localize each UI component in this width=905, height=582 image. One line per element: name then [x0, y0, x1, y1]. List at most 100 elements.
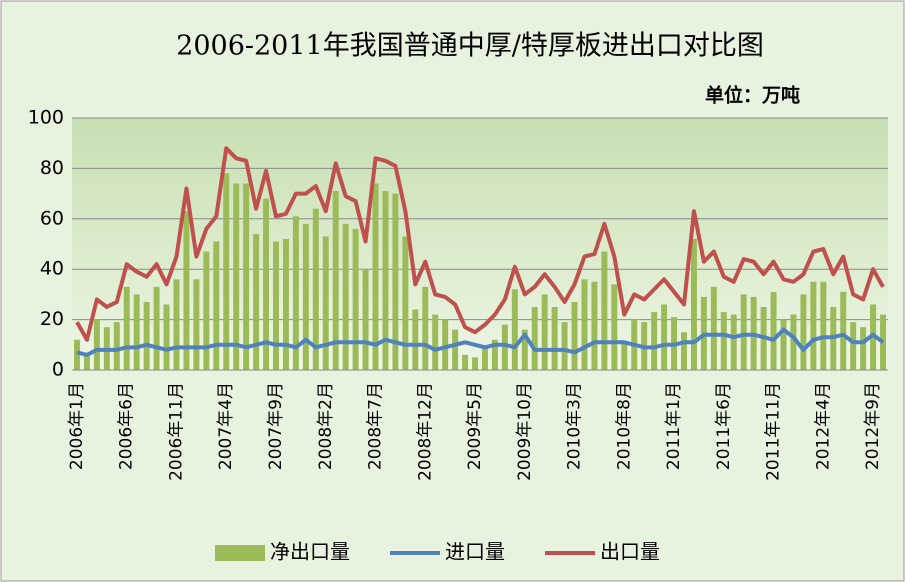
x-tick-label: 2008年12月 — [415, 382, 435, 481]
x-tick-label: 2012年4月 — [813, 382, 833, 470]
bar — [432, 314, 439, 370]
bar — [800, 294, 807, 370]
bar — [223, 173, 230, 370]
x-tick-label: 2010年8月 — [614, 382, 634, 470]
bar — [332, 191, 339, 370]
unit-annotation: 单位：万吨 — [705, 84, 800, 107]
x-tick-label: 2008年7月 — [366, 382, 386, 470]
bar — [123, 286, 130, 370]
bar — [302, 223, 309, 370]
x-tick-label: 2007年4月 — [216, 382, 236, 470]
bar — [292, 216, 299, 370]
bar — [860, 327, 867, 370]
bar — [681, 332, 687, 370]
bar — [601, 251, 608, 370]
x-tick-label: 2011年1月 — [664, 382, 684, 470]
bar — [690, 238, 697, 370]
bar — [551, 307, 558, 370]
bar — [541, 294, 548, 370]
bar — [521, 329, 528, 370]
bar — [491, 339, 498, 370]
x-tick-label: 2006年11月 — [166, 382, 186, 481]
bar — [720, 312, 727, 370]
bar — [651, 312, 658, 370]
y-tick-label: 0 — [52, 359, 64, 381]
bar — [133, 294, 140, 370]
bar — [372, 183, 379, 370]
bar — [273, 241, 279, 370]
bar — [710, 286, 717, 370]
bar — [621, 342, 628, 370]
bar — [173, 279, 180, 370]
bar — [83, 354, 90, 370]
bar — [362, 269, 369, 370]
bar — [263, 198, 270, 370]
bar — [243, 183, 250, 370]
line — [76, 327, 885, 357]
x-tick-label: 2007年9月 — [266, 382, 286, 470]
bar — [840, 291, 847, 370]
bar — [452, 329, 459, 370]
bar — [352, 228, 359, 370]
legend-label: 出口量 — [600, 540, 660, 564]
bar — [472, 357, 479, 370]
bar — [462, 354, 469, 370]
bar — [850, 322, 857, 370]
bar — [233, 183, 240, 370]
bar — [143, 301, 150, 370]
bar — [213, 241, 220, 370]
y-tick-label: 60 — [40, 207, 64, 229]
bar — [282, 238, 289, 370]
x-tick-label: 2010年3月 — [565, 382, 585, 470]
x-tick-label: 2009年5月 — [465, 382, 485, 470]
x-tick-label: 2012年9月 — [863, 382, 883, 470]
bar — [342, 223, 349, 370]
y-tick-label: 40 — [40, 258, 64, 280]
bar — [561, 322, 568, 370]
bar — [740, 294, 747, 370]
y-tick-label: 100 — [28, 107, 64, 129]
x-tick-label: 2006年1月 — [67, 382, 87, 470]
chart-title: 2006-2011年我国普通中厚/特厚板进出口对比图 — [176, 31, 764, 62]
bar — [412, 309, 419, 370]
x-tick-label: 2011年6月 — [714, 382, 734, 470]
x-tick-label: 2011年11月 — [764, 382, 784, 481]
line — [75, 146, 885, 342]
bar — [501, 324, 508, 370]
bar — [253, 233, 260, 370]
bar — [392, 193, 399, 370]
bar — [442, 319, 449, 370]
legend-label: 进口量 — [445, 540, 505, 564]
bar — [93, 319, 100, 370]
bar — [611, 284, 618, 370]
bar — [481, 347, 488, 370]
bar — [591, 281, 598, 370]
bar — [571, 301, 578, 370]
bar — [153, 286, 160, 370]
bar — [531, 307, 538, 370]
bar — [402, 236, 409, 370]
legend-label: 净出口量 — [270, 540, 350, 564]
x-tick-label: 2008年2月 — [316, 382, 336, 470]
bar — [770, 291, 777, 370]
bar — [581, 279, 588, 370]
bar — [183, 211, 190, 370]
bar — [422, 286, 429, 370]
bar — [790, 314, 797, 370]
bar — [193, 279, 200, 370]
bar — [163, 304, 170, 370]
bar — [312, 208, 319, 370]
y-tick-label: 80 — [40, 157, 64, 179]
x-tick-label: 2006年6月 — [117, 382, 137, 470]
bar — [810, 281, 817, 370]
legend-swatch — [215, 545, 265, 561]
bar — [661, 304, 668, 370]
bar — [870, 304, 877, 370]
bar — [730, 314, 737, 370]
bar — [382, 191, 389, 370]
bar — [511, 289, 518, 370]
x-tick-label: 2009年10月 — [515, 382, 535, 481]
bar — [73, 339, 80, 370]
y-tick-label: 20 — [40, 308, 64, 330]
